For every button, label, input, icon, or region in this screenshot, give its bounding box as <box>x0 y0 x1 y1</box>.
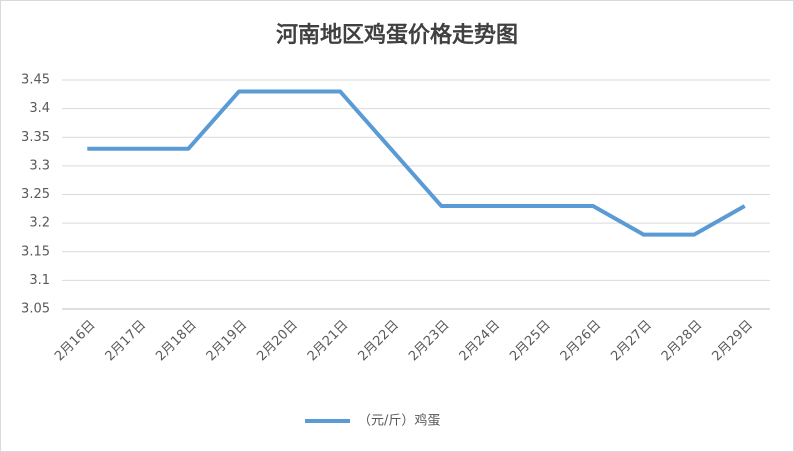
y-tick-label: 3.2 <box>29 216 50 231</box>
y-tick-label: 3.4 <box>29 101 50 116</box>
y-tick-label: 3.45 <box>21 73 50 88</box>
y-tick-label: 3.05 <box>21 302 50 317</box>
data-line <box>87 89 746 237</box>
chart-title: 河南地区鸡蛋价格走势图 <box>276 22 518 48</box>
y-tick-label: 3.15 <box>21 244 50 259</box>
y-tick-label: 3.1 <box>29 273 50 288</box>
legend-label: （元/斤）鸡蛋 <box>358 413 440 429</box>
y-tick-label: 3.3 <box>29 158 50 173</box>
y-tick-label: 3.35 <box>21 130 50 145</box>
y-tick-label: 3.25 <box>21 187 50 202</box>
